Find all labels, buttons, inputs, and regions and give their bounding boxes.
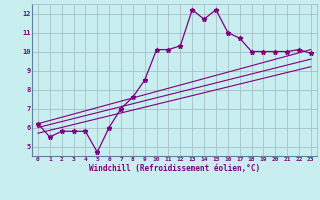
X-axis label: Windchill (Refroidissement éolien,°C): Windchill (Refroidissement éolien,°C) <box>89 164 260 173</box>
